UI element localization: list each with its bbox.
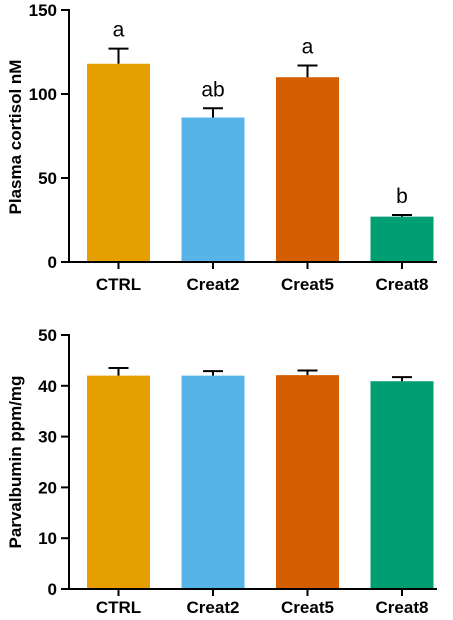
significance-label: ab — [201, 78, 224, 101]
y-tick-label: 40 — [38, 377, 57, 396]
error-bar-ctrl — [108, 47, 129, 64]
error-bar-ctrl — [108, 367, 129, 376]
y-tick-label: 0 — [48, 580, 57, 599]
x-tick-label: Creat8 — [376, 275, 429, 294]
error-bar-creat2 — [203, 107, 223, 118]
error-bar-creat2 — [203, 370, 223, 376]
x-tick-label: CTRL — [96, 275, 141, 294]
bar-ctrl — [87, 375, 150, 589]
x-tick-label: Creat5 — [281, 275, 334, 294]
y-tick-label: 0 — [48, 253, 57, 272]
y-tick-label: 30 — [38, 428, 57, 447]
bar-creat2 — [181, 117, 245, 263]
x-tick-label: CTRL — [96, 598, 141, 617]
significance-label: b — [396, 185, 408, 208]
bar-creat5 — [276, 77, 339, 262]
x-tick-label: Creat5 — [281, 598, 334, 617]
y-axis-title: Plasma cortisol nM — [6, 60, 25, 215]
chart-marks: a CTRL ab Creat2 a Creat5 b Creat8 0 50 100 150 — [29, 1, 437, 294]
y-tick-label: 100 — [29, 85, 57, 104]
significance-label: a — [302, 35, 314, 58]
x-tick-label: Creat2 — [187, 598, 240, 617]
x-tick-label: Creat8 — [376, 598, 429, 617]
x-tick-label: Creat2 — [187, 275, 240, 294]
error-bar-creat5 — [297, 369, 318, 376]
error-bar-creat8 — [392, 213, 412, 217]
bar-ctrl — [87, 63, 150, 263]
parvalbumin-chart: Parvalbumin ppm/mg CTRL Creat2 Creat5 Creat… — [6, 326, 437, 617]
bar-creat8 — [370, 381, 434, 589]
y-tick-label: 50 — [38, 326, 57, 345]
error-bar-creat8 — [392, 376, 412, 382]
y-tick-label: 10 — [38, 529, 57, 548]
y-tick-label: 20 — [38, 478, 57, 497]
error-bar-creat5 — [297, 64, 318, 78]
cortisol-chart: Plasma cortisol nM a CTRL ab Creat2 a Creat5 b… — [6, 1, 437, 294]
y-tick-label: 150 — [29, 1, 57, 20]
bar-creat8 — [370, 216, 434, 262]
bar-creat5 — [276, 375, 339, 589]
chart-marks: CTRL Creat2 Creat5 Creat8 0 10 20 30 40 50 — [38, 326, 437, 617]
y-tick-label: 50 — [38, 169, 57, 188]
y-axis-title: Parvalbumin ppm/mg — [6, 376, 25, 549]
significance-label: a — [113, 19, 125, 42]
bar-creat2 — [181, 375, 245, 589]
